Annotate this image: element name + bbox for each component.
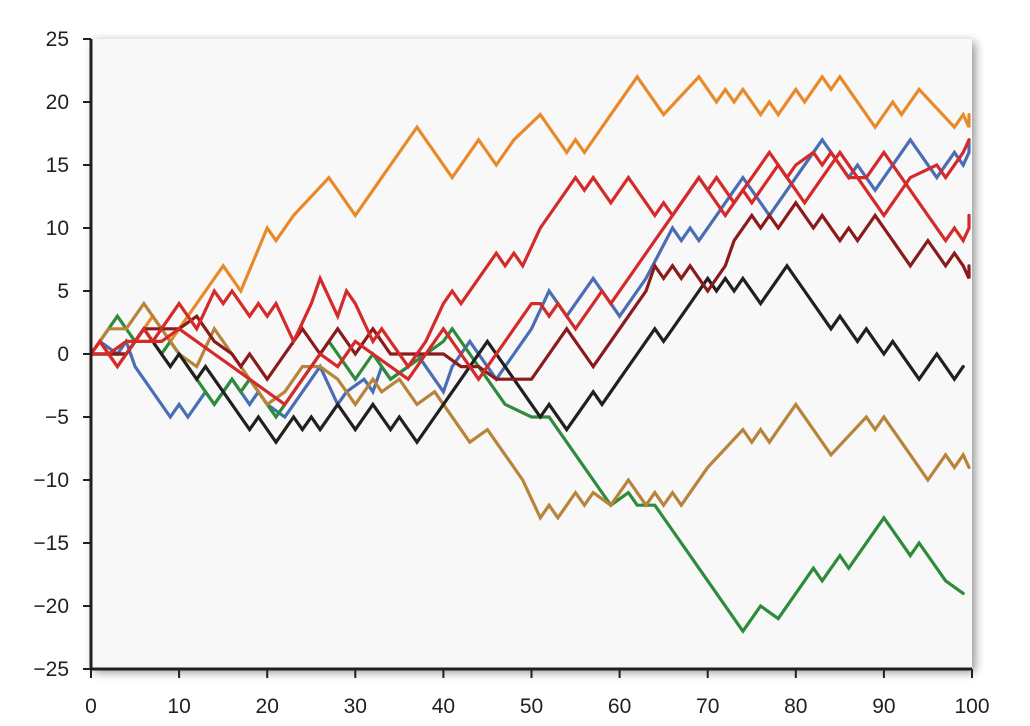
x-tick-label: 10 xyxy=(167,695,190,718)
x-axis-ticks: 0 10 20 30 40 50 60 70 80 90 100 xyxy=(85,669,990,718)
x-tick-label: 90 xyxy=(872,695,895,718)
y-tick-label: 20 xyxy=(46,91,69,114)
x-tick-label: 0 xyxy=(85,695,97,718)
y-tick-label: 10 xyxy=(46,217,69,240)
series-line-6 xyxy=(89,200,971,382)
y-tick-label: 5 xyxy=(57,280,69,303)
y-tick-label: 0 xyxy=(57,343,69,366)
x-tick-label: 50 xyxy=(520,695,543,718)
x-tick-label: 60 xyxy=(608,695,631,718)
series-line-1 xyxy=(89,74,971,370)
series-line-5 xyxy=(89,263,965,445)
x-tick-label: 70 xyxy=(696,695,719,718)
x-tick-label: 20 xyxy=(256,695,279,718)
y-tick-label: −20 xyxy=(33,595,69,618)
series-line-4 xyxy=(89,300,971,521)
plot-area xyxy=(91,39,972,669)
x-tick-label: 80 xyxy=(784,695,807,718)
y-tick-label: 25 xyxy=(46,28,69,51)
y-tick-label: 15 xyxy=(46,154,69,177)
series-line-8 xyxy=(89,138,971,407)
series-line-7 xyxy=(89,149,971,370)
y-tick-label: −5 xyxy=(45,406,69,429)
y-tick-label: −15 xyxy=(33,532,69,555)
x-tick-label: 100 xyxy=(954,695,989,718)
series-layer xyxy=(89,74,971,634)
x-tick-label: 40 xyxy=(432,695,455,718)
y-tick-label: −25 xyxy=(33,658,69,681)
y-tick-label: −10 xyxy=(33,469,69,492)
x-tick-label: 30 xyxy=(344,695,367,718)
y-axis-ticks: 25 20 15 10 5 0 −5 −10 −15 −20 −25 xyxy=(33,28,91,681)
